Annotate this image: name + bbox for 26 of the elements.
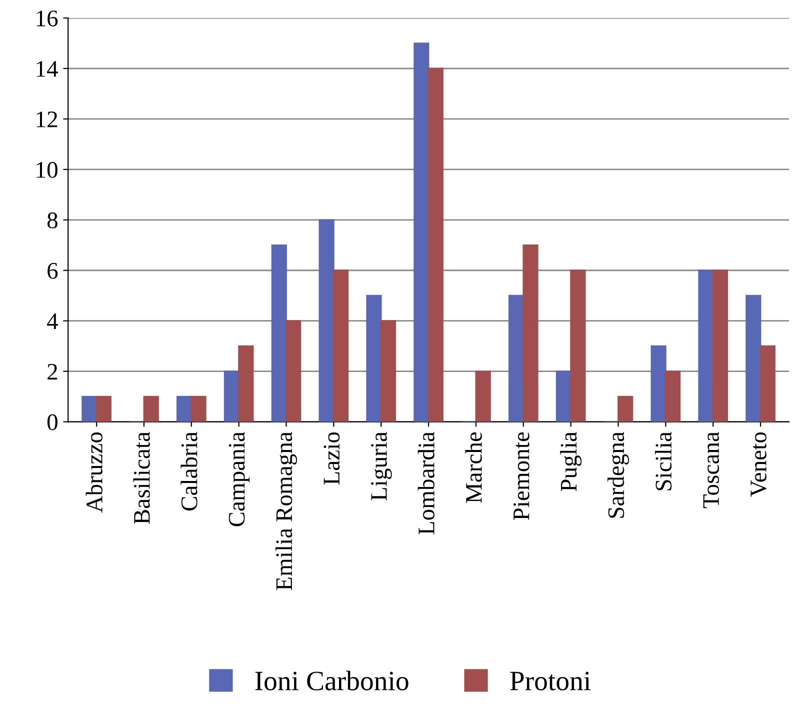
y-tick-label: 8	[47, 212, 58, 228]
y-tick-label: 16	[36, 10, 58, 26]
y-tick-label: 6	[48, 262, 58, 279]
x-tick-label: Emilia Romagna	[276, 432, 297, 590]
x-tick-label: Abruzzo	[86, 432, 102, 513]
x-tick-label: Marche	[465, 432, 482, 503]
x-tick-label: Basilicata	[133, 432, 150, 524]
x-tick-label: Lazio	[324, 432, 340, 485]
legend-label: Ioni Carbonio	[255, 670, 408, 690]
x-tick-label: Liguria	[371, 432, 392, 500]
x-tick-label: Campania	[228, 432, 250, 526]
x-tick-label: Lombardia	[418, 432, 434, 534]
y-tick-label: 0	[47, 414, 58, 430]
y-tick-label: 10	[36, 162, 58, 178]
y-tick-label: 12	[36, 112, 58, 128]
legend-label: Protoni	[510, 672, 591, 690]
x-tick-label: Calabria	[180, 432, 198, 511]
x-tick-label: Toscana	[703, 432, 720, 508]
y-tick-label: 14	[36, 61, 58, 77]
y-tick-label: 4	[47, 313, 58, 330]
x-tick-label: Piemonte	[513, 432, 530, 520]
x-tick-label: Sardegna	[608, 432, 629, 518]
x-tick-label: Sicilia	[654, 432, 672, 490]
x-tick-label: Puglia	[560, 432, 582, 492]
y-tick-label: 2	[48, 364, 58, 380]
x-tick-label: Veneto	[750, 432, 767, 497]
